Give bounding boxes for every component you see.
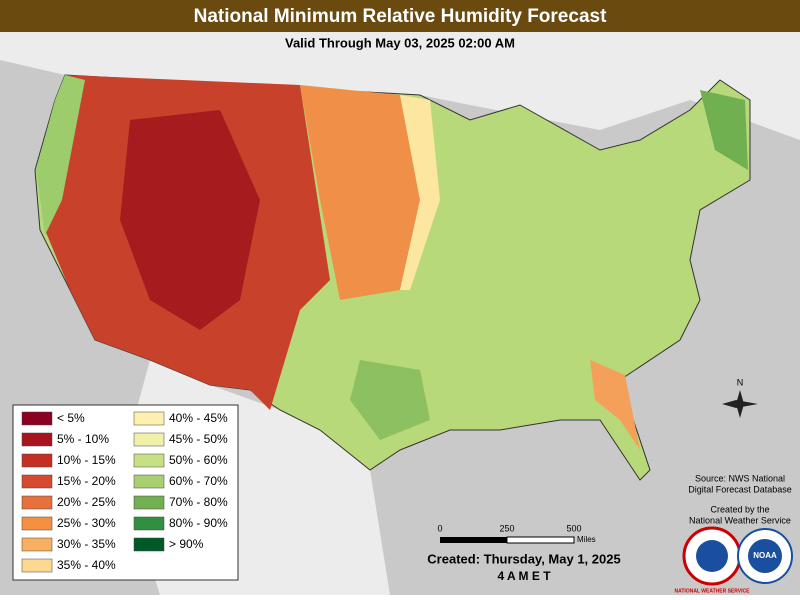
texas-moist [350,360,430,440]
southwest-very-dry [120,110,260,330]
header-bar [0,0,800,32]
scale-unit: Miles [577,535,596,544]
legend-swatch [133,516,165,531]
noaa-inner [748,539,782,573]
legend-label: 25% - 30% [57,516,116,530]
legend-label: 15% - 20% [57,474,116,488]
created-time: 4 A M E T [497,569,551,583]
legend-label: 10% - 15% [57,453,116,467]
legend-swatch [21,453,53,468]
legend-label: 60% - 70% [169,474,228,488]
legend-label: 80% - 90% [169,516,228,530]
scale-label: 0 [437,523,442,533]
legend-swatch [21,432,53,447]
legend-swatch [21,495,53,510]
legend-swatch [133,495,165,510]
scale-segment [440,537,507,543]
compass-ew [722,400,758,408]
noaa-logo: NOAA [737,528,793,584]
legend-label: < 5% [57,411,85,425]
coast-moist [36,75,85,235]
legend-label: > 90% [169,537,204,551]
plains-transition [400,95,440,290]
source-line: Source: NWS National [695,473,785,483]
legend-swatch [21,516,53,531]
nws-logo: NATIONAL WEATHER SERVICE [675,526,751,594]
legend-swatch [21,411,53,426]
legend: < 5% 5% - 10% 10% - 15% 15% - 20% 20% - 25% 2… [21,411,228,573]
subtitle: Valid Through May 03, 2025 02:00 AM [285,35,515,50]
compass-n: N [737,377,744,387]
legend-label: 40% - 45% [169,411,228,425]
scale-label: 500 [566,523,581,533]
legend-label: 70% - 80% [169,495,228,509]
scale-segment [506,536,575,544]
legend-swatch [133,432,165,447]
legend-label: 35% - 40% [57,558,116,572]
scale-bar: 0 250 500 Miles [437,523,595,544]
title: National Minimum Relative Humidity Forec… [194,6,607,27]
scale-label: 250 [499,523,514,533]
plains-zone [300,85,420,300]
legend-swatch [133,411,165,426]
compass: N [722,377,758,418]
legend-swatch [133,537,165,552]
created-date: Created: Thursday, May 1, 2025 [427,551,620,566]
credit-line: National Weather Service [689,515,791,525]
nws-inner [696,540,728,572]
legend-label: 5% - 10% [57,432,109,446]
canada [0,32,800,140]
legend-swatch [21,537,53,552]
legend-label: 20% - 25% [57,495,116,509]
legend-label: 45% - 50% [169,432,228,446]
legend-swatch [21,474,53,489]
maine-moist [700,90,748,170]
source-line: Digital Forecast Database [688,484,792,494]
legend-label: 50% - 60% [169,453,228,467]
nws-text: NATIONAL WEATHER SERVICE [675,588,751,594]
legend-swatch [133,453,165,468]
legend-swatch [133,474,165,489]
credit-line: Created by the [710,504,769,514]
legend-swatch [21,558,53,573]
southeast-dry [590,360,640,450]
noaa-text: NOAA [753,551,777,560]
legend-label: 30% - 35% [57,537,116,551]
